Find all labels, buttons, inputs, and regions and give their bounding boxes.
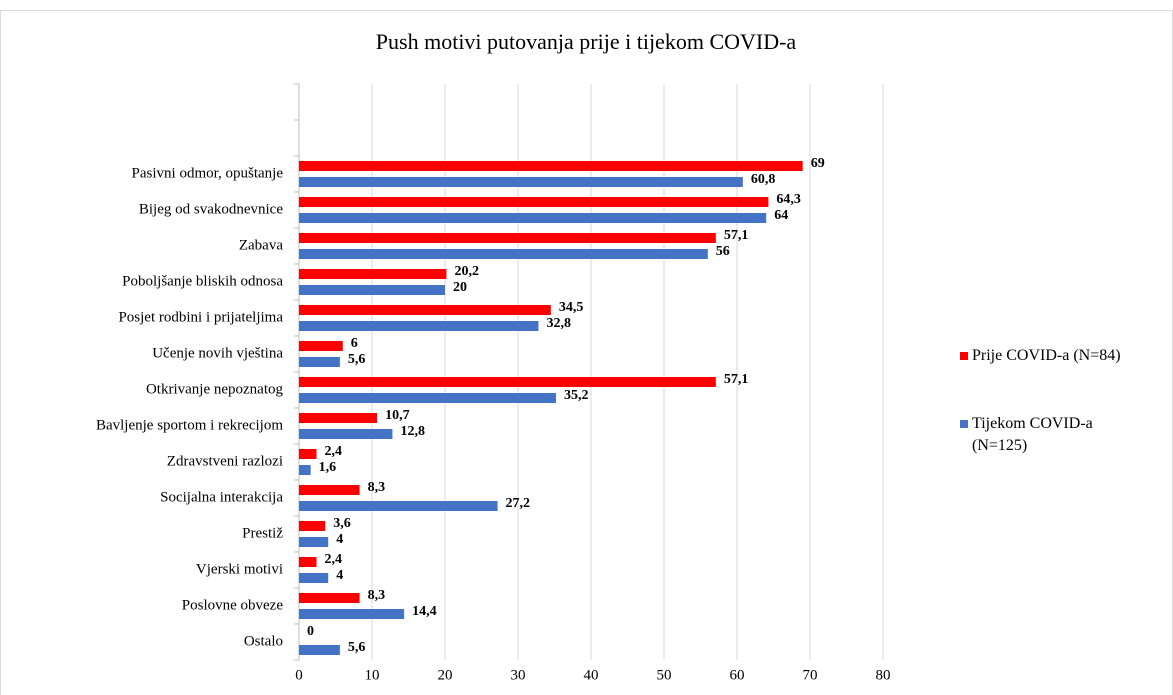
y-tick-label: Prestiž <box>242 525 283 541</box>
data-label: 69 <box>811 156 825 171</box>
data-label: 1,6 <box>319 460 337 475</box>
bar <box>299 557 317 567</box>
bar <box>299 645 340 655</box>
y-tick-label: Pasivni odmor, opuštanje <box>132 165 284 181</box>
bar <box>299 413 378 423</box>
x-tick-label: 30 <box>511 667 526 683</box>
data-label: 5,6 <box>348 640 366 655</box>
data-label: 57,1 <box>724 228 749 243</box>
bar <box>299 305 551 315</box>
bar <box>299 393 556 403</box>
data-label: 34,5 <box>559 300 584 315</box>
data-label: 8,3 <box>368 480 386 495</box>
bar <box>299 465 311 475</box>
bar <box>299 609 405 619</box>
x-tick-label: 80 <box>876 667 891 683</box>
data-label: 8,3 <box>368 588 386 603</box>
data-label: 27,2 <box>506 496 531 511</box>
data-label: 56 <box>716 244 730 259</box>
bar <box>299 213 767 223</box>
bar <box>299 449 317 459</box>
data-label: 12,8 <box>400 424 425 439</box>
bar <box>299 177 743 187</box>
chart-title: Push motivi putovanja prije i tijekom CO… <box>376 29 797 54</box>
y-tick-label: Bavljenje sportom i rekrecijom <box>96 417 283 433</box>
legend-swatch <box>960 352 968 360</box>
bar <box>299 537 329 547</box>
x-tick-label: 0 <box>295 667 303 683</box>
data-label: 64 <box>774 208 788 223</box>
x-tick-label: 20 <box>438 667 453 683</box>
y-tick-label: Vjerski motivi <box>196 561 283 577</box>
bar <box>299 573 329 583</box>
x-tick-label: 40 <box>584 667 599 683</box>
bar <box>299 161 803 171</box>
y-tick-label: Ostalo <box>244 633 283 649</box>
x-tick-label: 60 <box>730 667 745 683</box>
bar <box>299 357 340 367</box>
bar <box>299 341 343 351</box>
data-label: 2,4 <box>325 444 343 459</box>
y-tick-label: Socijalna interakcija <box>160 489 283 505</box>
bar <box>299 501 498 511</box>
bar <box>299 377 716 387</box>
y-tick-label: Poslovne obveze <box>182 597 284 613</box>
frame <box>0 10 1173 695</box>
data-label: 0 <box>307 624 314 639</box>
bar <box>299 249 708 259</box>
legend-item: Prije COVID-a (N=84) <box>972 347 1121 364</box>
y-tick-label: Učenje novih vještina <box>152 345 283 361</box>
data-label: 14,4 <box>412 604 437 619</box>
bar <box>299 521 326 531</box>
legend-label: Prije COVID-a (N=84) <box>972 347 1121 364</box>
bar <box>299 285 445 295</box>
data-label: 20,2 <box>454 264 479 279</box>
bar <box>299 197 769 207</box>
bar <box>299 233 716 243</box>
data-label: 20 <box>453 280 467 295</box>
y-tick-label: Zdravstveni razlozi <box>167 453 283 469</box>
x-tick-label: 70 <box>803 667 818 683</box>
data-label: 57,1 <box>724 372 749 387</box>
bar <box>299 429 393 439</box>
bar <box>299 593 360 603</box>
bar <box>299 485 360 495</box>
y-tick-label: Zabava <box>239 237 283 253</box>
legend-item: Tijekom COVID-a (N=125) <box>972 415 1093 454</box>
bar <box>299 269 447 279</box>
data-label: 4 <box>336 568 343 583</box>
data-label: 6 <box>351 336 358 351</box>
legend-label: Tijekom COVID-a (N=125) <box>972 415 1093 454</box>
x-tick-label: 10 <box>365 667 380 683</box>
y-tick-label: Bijeg od svakodnevnice <box>139 201 283 217</box>
y-tick-label: Otkrivanje nepoznatog <box>146 381 284 397</box>
data-label: 35,2 <box>564 388 589 403</box>
y-tick-label: Poboljšanje bliskih odnosa <box>122 273 283 289</box>
data-label: 4 <box>336 532 343 547</box>
data-label: 64,3 <box>776 192 801 207</box>
legend-swatch <box>960 420 968 428</box>
data-label: 2,4 <box>325 552 343 567</box>
data-label: 10,7 <box>385 408 410 423</box>
data-label: 3,6 <box>333 516 351 531</box>
x-tick-label: 50 <box>657 667 672 683</box>
data-label: 5,6 <box>348 352 366 367</box>
bar <box>299 321 539 331</box>
data-label: 32,8 <box>546 316 571 331</box>
y-tick-label: Posjet rodbini i prijateljima <box>118 309 283 325</box>
data-label: 60,8 <box>751 172 776 187</box>
